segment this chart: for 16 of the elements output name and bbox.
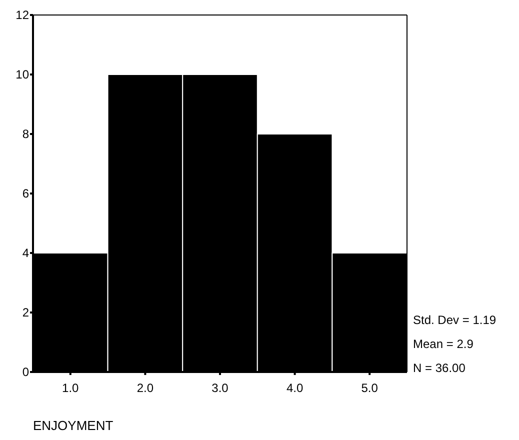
x-tick-label: 4.0 xyxy=(286,381,304,395)
y-tick-label: 2 xyxy=(22,306,30,320)
text: Mean = 2.9 xyxy=(413,337,474,352)
y-tick-label: 10 xyxy=(16,68,30,82)
x-tick-label: 2.0 xyxy=(136,381,154,395)
y-tick-label: 12 xyxy=(16,8,30,22)
y-tick-label: 8 xyxy=(22,127,30,142)
y-tick-label: 4 xyxy=(22,246,30,260)
text: N = 36.00 xyxy=(413,361,466,376)
x-axis-title: ENJOYMENT xyxy=(33,418,114,433)
y-tick-label: 6 xyxy=(22,186,30,201)
x-tick-label: 5.0 xyxy=(361,381,378,395)
text: Std. Dev = 1.19 xyxy=(413,313,496,328)
x-tick-label: 1.0 xyxy=(62,381,80,395)
y-tick-label: 0 xyxy=(22,365,30,380)
x-tick-label: 3.0 xyxy=(212,381,229,395)
